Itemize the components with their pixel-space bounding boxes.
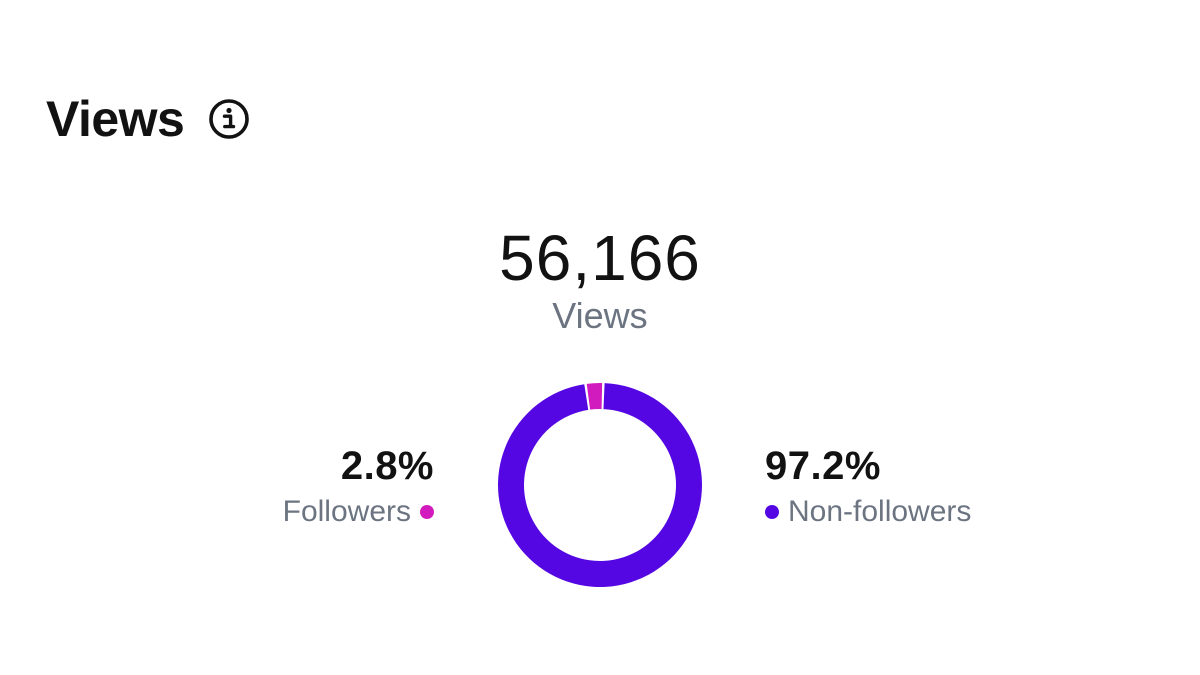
page-title: Views (46, 91, 185, 147)
followers-percentage: 2.8% (340, 444, 434, 488)
legend-followers: 2.8% Followers (283, 442, 434, 532)
views-donut-chart (498, 383, 702, 587)
non-followers-dot (765, 505, 779, 519)
donut-slice-non-followers (498, 383, 702, 587)
header: Views (46, 86, 250, 152)
non-followers-percentage: 97.2% (765, 444, 881, 488)
total-views-value: 56,166 (499, 222, 701, 294)
followers-label: Followers (282, 495, 411, 528)
info-circle-icon (209, 99, 250, 139)
donut-slice-followers (586, 383, 603, 410)
non-followers-label: Non-followers (788, 495, 972, 528)
followers-dot (420, 505, 434, 519)
total-views: 56,166 Views (0, 222, 1200, 338)
legend-non-followers: 97.2% Non-followers (765, 442, 971, 532)
info-button[interactable] (208, 98, 250, 140)
total-views-label: Views (552, 295, 648, 336)
